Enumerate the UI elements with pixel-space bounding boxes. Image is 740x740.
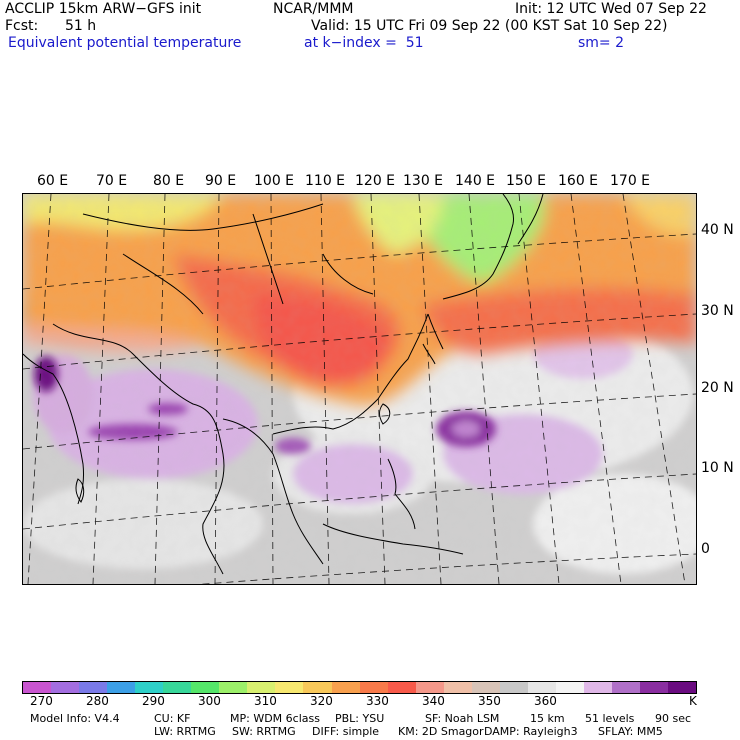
lon-label: 130 E xyxy=(403,173,444,189)
microphysics-scheme: MP: WDM 6class xyxy=(230,712,320,725)
fcst-label: Fcst: xyxy=(5,18,39,34)
colorbar-swatch xyxy=(387,682,416,693)
fcst-value: 51 h xyxy=(65,18,97,34)
colorbar-swatch xyxy=(303,682,332,693)
colorbar-swatch xyxy=(79,682,108,693)
lon-label: 110 E xyxy=(305,173,346,189)
surface-scheme: SF: Noah LSM xyxy=(425,712,500,725)
colorbar-swatch xyxy=(163,682,192,693)
model-title: ACCLIP 15km ARW−GFS init xyxy=(5,1,202,17)
lat-label: 30 N xyxy=(701,303,734,319)
colorbar xyxy=(22,681,697,694)
colorbar-tick: 330 xyxy=(366,694,389,708)
colorbar-swatch xyxy=(583,682,612,693)
km-scheme: KM: 2D Smagor xyxy=(398,725,484,738)
lon-label: 170 E xyxy=(610,173,651,189)
colorbar-swatch xyxy=(219,682,248,693)
map-panel xyxy=(22,193,697,585)
colorbar-swatch xyxy=(527,682,556,693)
lon-label: 90 E xyxy=(205,173,237,189)
lon-label: 120 E xyxy=(355,173,396,189)
colorbar-unit: K xyxy=(689,694,697,708)
colorbar-swatch xyxy=(359,682,388,693)
colorbar-tick: 310 xyxy=(254,694,277,708)
org-label: NCAR/MMM xyxy=(273,1,354,17)
colorbar-tick: 360 xyxy=(534,694,557,708)
damping-scheme: DAMP: Rayleigh3 xyxy=(484,725,578,738)
theta-e-field xyxy=(23,194,696,584)
init-time: Init: 12 UTC Wed 07 Sep 22 xyxy=(515,1,707,17)
lon-label: 60 E xyxy=(37,173,69,189)
valid-time: Valid: 15 UTC Fri 09 Sep 22 (00 KST Sat … xyxy=(311,18,668,34)
colorbar-swatch xyxy=(247,682,276,693)
surface-layer-scheme: SFLAY: MM5 xyxy=(598,725,663,738)
colorbar-swatch xyxy=(471,682,500,693)
field-name: Equivalent potential temperature xyxy=(8,35,242,51)
cumulus-scheme: CU: KF xyxy=(154,712,191,725)
lon-label: 70 E xyxy=(96,173,128,189)
shortwave-scheme: SW: RRTMG xyxy=(232,725,296,738)
vertical-levels: 51 levels xyxy=(585,712,635,725)
lon-label: 100 E xyxy=(254,173,295,189)
colorbar-tick: 350 xyxy=(478,694,501,708)
colorbar-swatch xyxy=(499,682,528,693)
lon-label: 160 E xyxy=(558,173,599,189)
colorbar-tick: 320 xyxy=(310,694,333,708)
level-label: at k−index = 51 xyxy=(304,35,424,51)
longwave-scheme: LW: RRTMG xyxy=(154,725,216,738)
colorbar-swatch xyxy=(23,682,52,693)
colorbar-swatch xyxy=(555,682,584,693)
colorbar-tick: 290 xyxy=(142,694,165,708)
time-step: 90 sec xyxy=(655,712,692,725)
colorbar-swatch xyxy=(331,682,360,693)
lat-label: 0 xyxy=(701,541,710,557)
colorbar-swatch xyxy=(275,682,304,693)
colorbar-tick: 270 xyxy=(30,694,53,708)
lon-label: 150 E xyxy=(506,173,547,189)
lat-label: 20 N xyxy=(701,380,734,396)
lat-label: 40 N xyxy=(701,222,734,238)
grid-spacing: 15 km xyxy=(530,712,565,725)
colorbar-swatch xyxy=(668,682,697,693)
colorbar-swatch xyxy=(640,682,669,693)
colorbar-swatch xyxy=(443,682,472,693)
colorbar-swatch xyxy=(191,682,220,693)
lon-label: 140 E xyxy=(455,173,496,189)
colorbar-tick: 340 xyxy=(422,694,445,708)
lon-label: 80 E xyxy=(153,173,185,189)
colorbar-tick: 280 xyxy=(86,694,109,708)
pbl-scheme: PBL: YSU xyxy=(335,712,385,725)
colorbar-swatch xyxy=(415,682,444,693)
colorbar-swatch xyxy=(135,682,164,693)
model-info: Model Info: V4.4 xyxy=(30,712,120,725)
colorbar-swatch xyxy=(107,682,136,693)
diffusion-scheme: DIFF: simple xyxy=(312,725,380,738)
lat-label: 10 N xyxy=(701,460,734,476)
colorbar-swatch xyxy=(611,682,641,693)
colorbar-swatch xyxy=(51,682,80,693)
colorbar-tick: 300 xyxy=(198,694,221,708)
smoothing-label: sm= 2 xyxy=(578,35,625,51)
